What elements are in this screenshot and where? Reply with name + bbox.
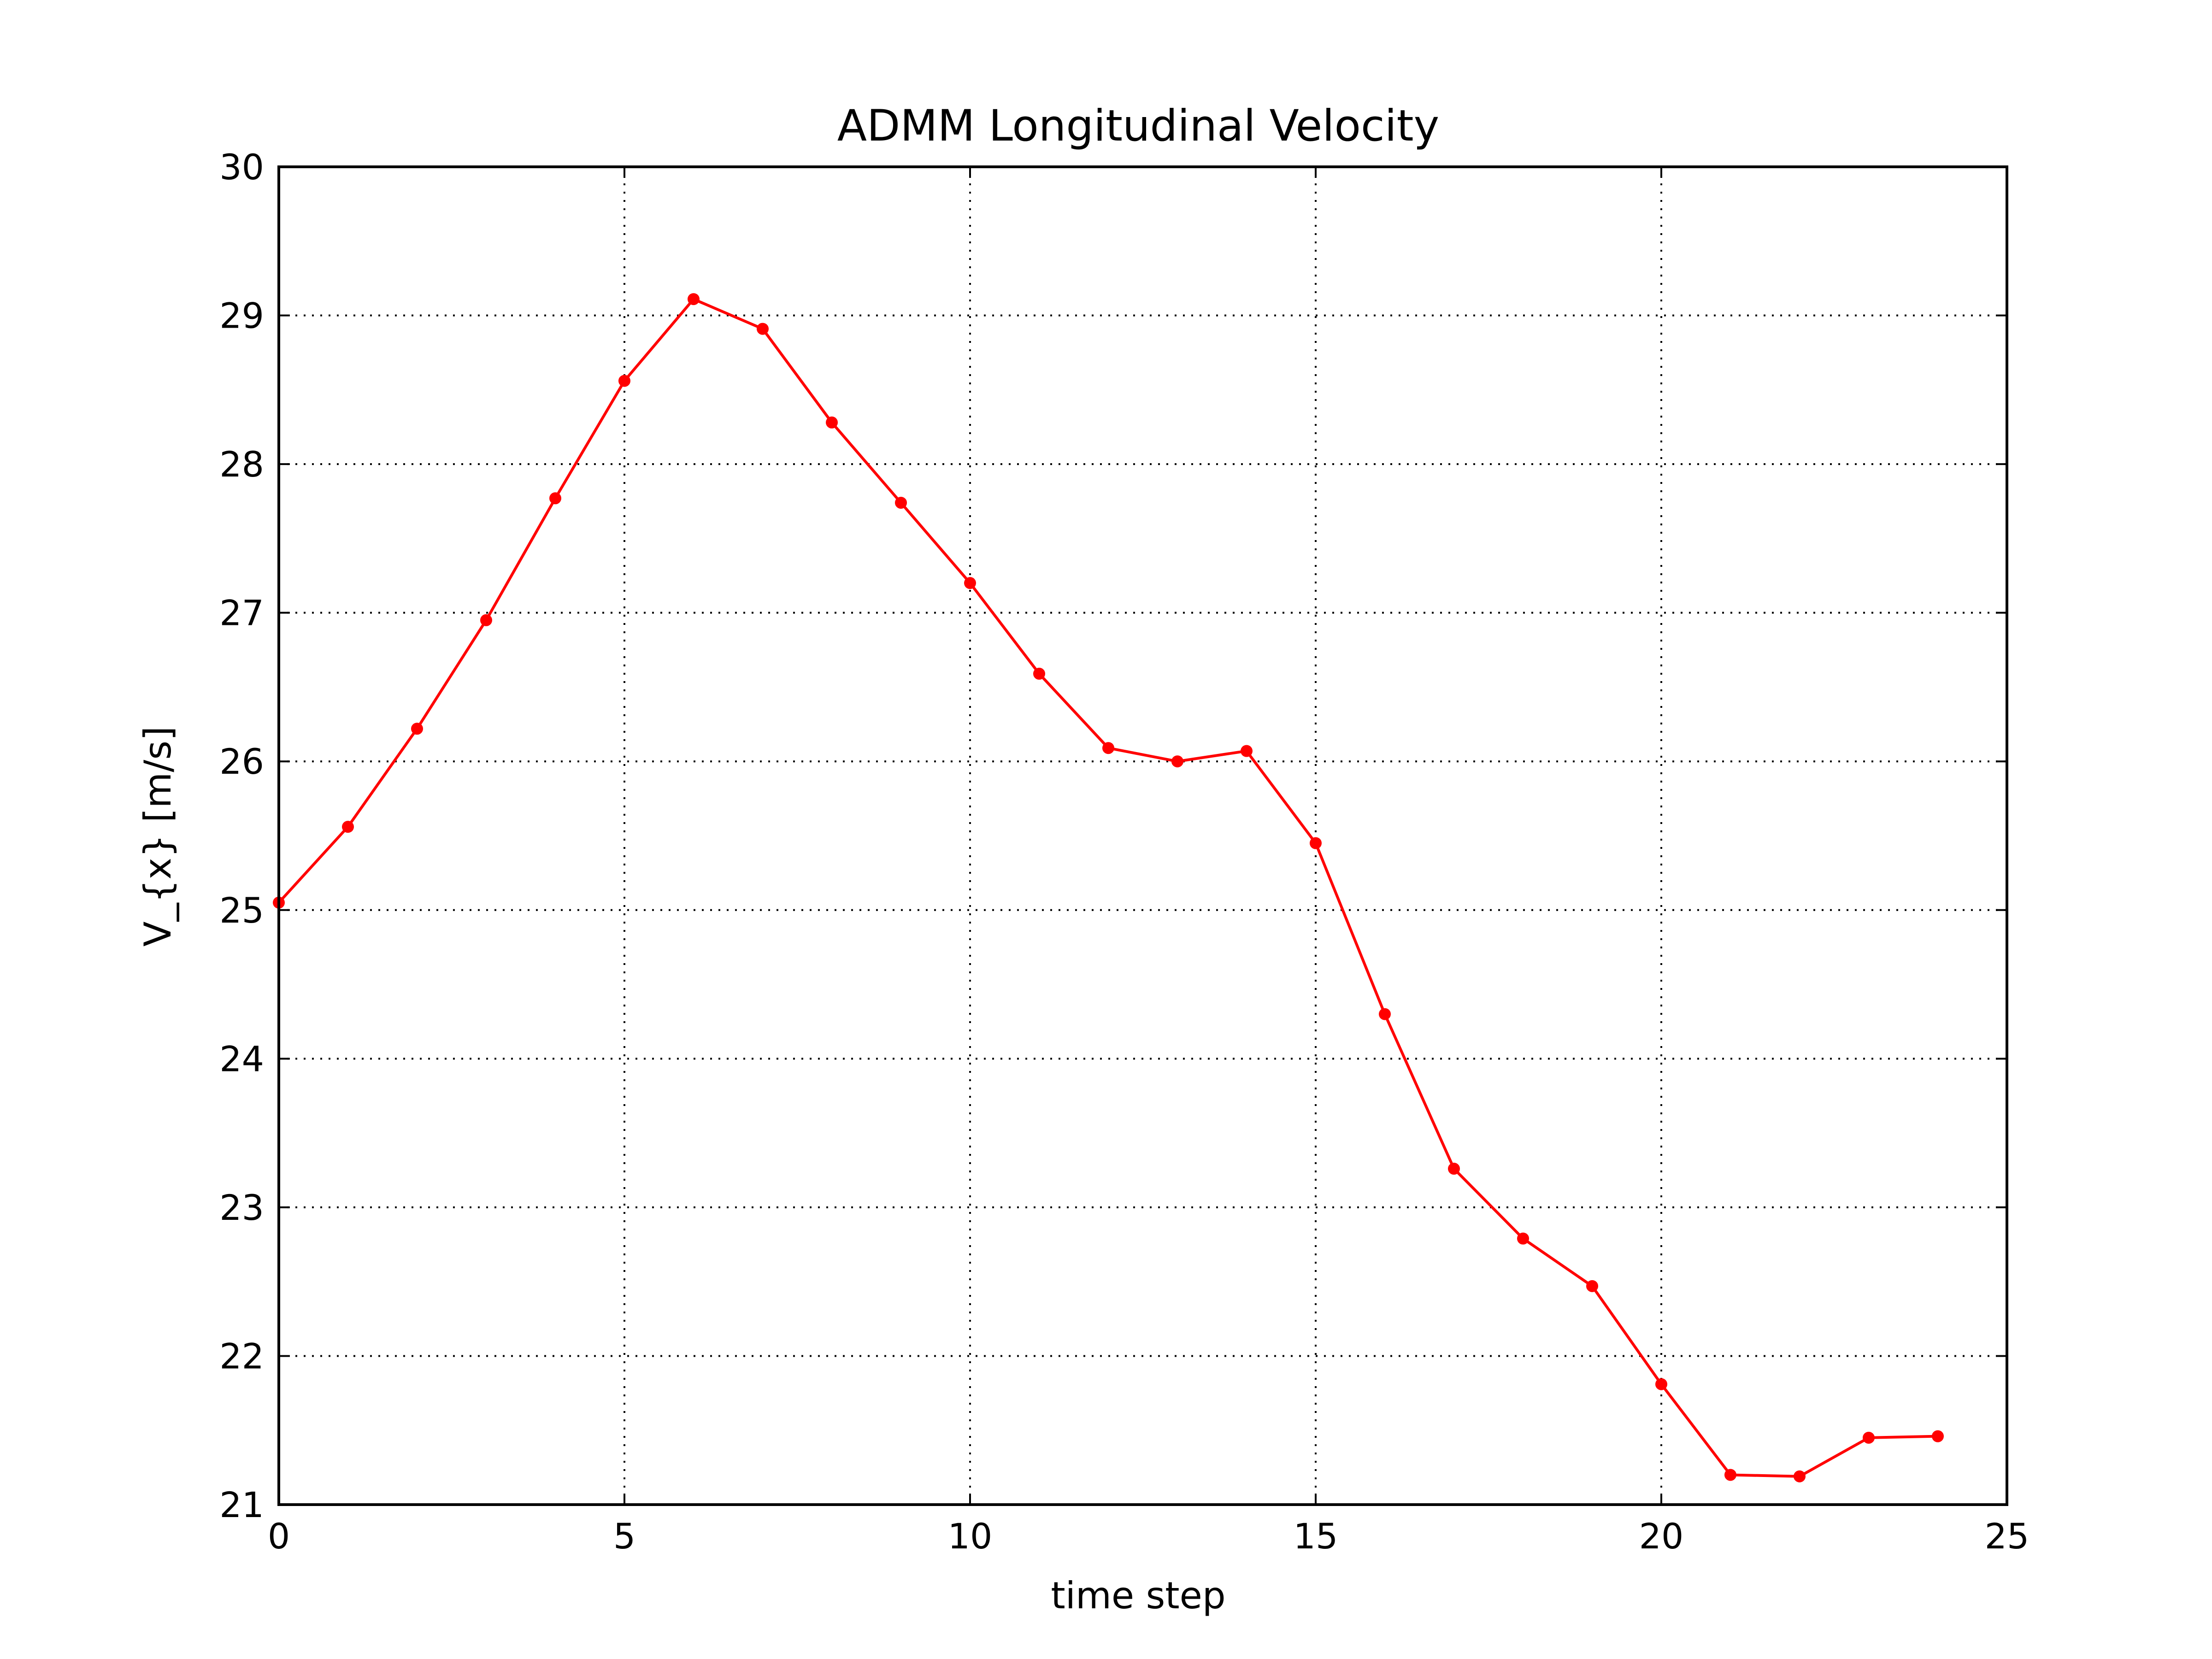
- data-point: [411, 723, 423, 735]
- tick-marks: [278, 166, 2008, 1506]
- data-point: [342, 821, 354, 833]
- data-point: [1379, 1008, 1391, 1020]
- y-tick-label: 21: [219, 1484, 264, 1525]
- data-point: [1655, 1378, 1667, 1390]
- data-point: [1794, 1470, 1806, 1483]
- x-tick-label: 15: [1294, 1516, 1338, 1557]
- y-tick-label: 29: [219, 295, 264, 336]
- y-tick-label: 30: [219, 147, 264, 188]
- data-point: [1102, 742, 1114, 754]
- data-point: [1724, 1469, 1736, 1481]
- plot-frame: [277, 165, 2008, 1506]
- data-point: [1932, 1430, 1944, 1442]
- y-axis-title: V_{x} [m/s]: [136, 726, 179, 947]
- data-point: [549, 492, 561, 505]
- x-axis-title: time step: [1051, 1574, 1225, 1617]
- data-point: [1863, 1431, 1875, 1444]
- y-tick-label: 28: [219, 444, 264, 485]
- data-point: [688, 293, 700, 306]
- x-tick-label: 20: [1639, 1516, 1684, 1557]
- data-point: [1448, 1163, 1460, 1175]
- series-layer: [273, 293, 1944, 1483]
- data-point: [1517, 1232, 1529, 1245]
- x-tick-label: 5: [613, 1516, 635, 1557]
- y-tick-label: 22: [219, 1335, 264, 1377]
- x-tick-label: 25: [1985, 1516, 2030, 1557]
- data-point: [1171, 755, 1183, 768]
- data-point: [480, 614, 492, 626]
- y-tick-label: 27: [219, 593, 264, 634]
- y-tick-label: 24: [219, 1038, 264, 1079]
- x-tick-label: 10: [948, 1516, 993, 1557]
- x-tick-label: 0: [268, 1516, 290, 1557]
- data-point: [1310, 837, 1322, 849]
- chart-title: ADMM Longitudinal Velocity: [837, 101, 1440, 151]
- data-point: [964, 577, 976, 589]
- data-point: [757, 323, 769, 335]
- y-tick-label: 25: [219, 890, 264, 931]
- data-point: [1033, 667, 1045, 680]
- y-tick-label: 23: [219, 1187, 264, 1228]
- data-point: [826, 416, 838, 429]
- data-point: [895, 496, 907, 509]
- y-tick-label: 26: [219, 741, 264, 782]
- data-point: [618, 375, 630, 387]
- x-tick-labels: 0 5 10 15 20 25: [268, 1516, 2030, 1557]
- data-point: [1586, 1280, 1598, 1292]
- y-tick-labels: 21 22 23 24 25 26 27 28 29 30: [219, 147, 264, 1525]
- data-point: [1241, 745, 1253, 757]
